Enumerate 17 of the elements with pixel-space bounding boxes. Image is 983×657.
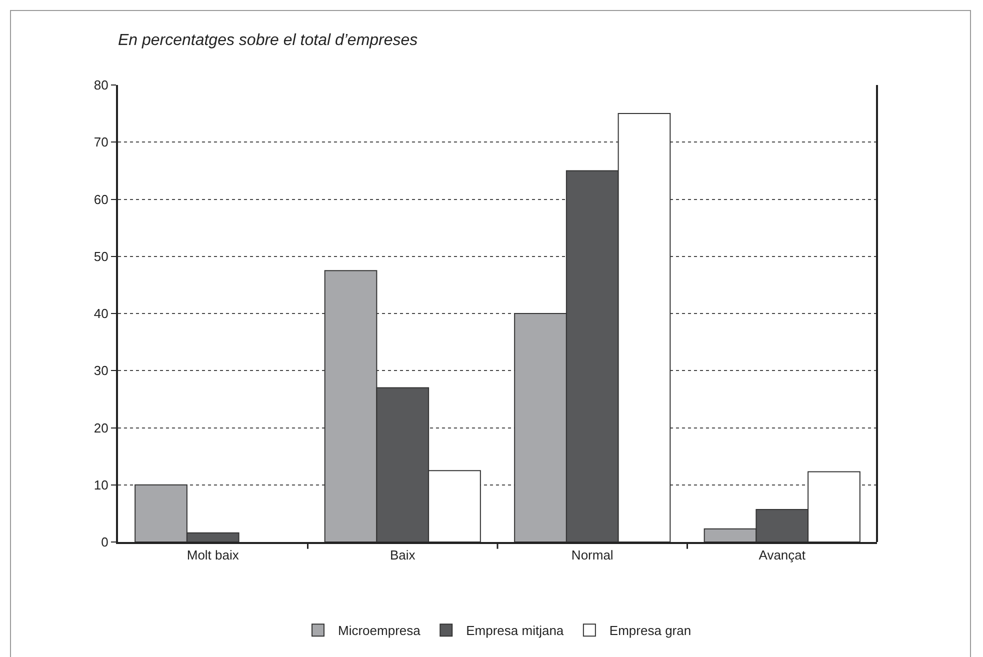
legend-label: Empresa mitjana (466, 623, 564, 638)
legend-label: Empresa gran (609, 623, 692, 638)
chart-title: En percentatges sobre el total d’empreses (118, 32, 418, 50)
x-tick-label: Normal (571, 548, 614, 563)
x-tick-label: Avançat (758, 548, 806, 563)
y-tick-label: 10 (94, 477, 108, 492)
y-tick-label: 0 (101, 534, 108, 550)
y-tick-label: 50 (94, 248, 108, 264)
y-tick-label: 60 (94, 192, 108, 207)
y-tick-label: 70 (94, 134, 108, 150)
y-tick-label: 40 (94, 306, 108, 322)
y-tick-label: 30 (94, 363, 108, 378)
x-tick-label: Molt baix (186, 548, 240, 563)
y-tick-label: 80 (94, 78, 108, 93)
y-tick-label: 20 (94, 420, 108, 436)
x-tick-label: Baix (390, 548, 416, 563)
legend-label: Microempresa (338, 623, 422, 638)
